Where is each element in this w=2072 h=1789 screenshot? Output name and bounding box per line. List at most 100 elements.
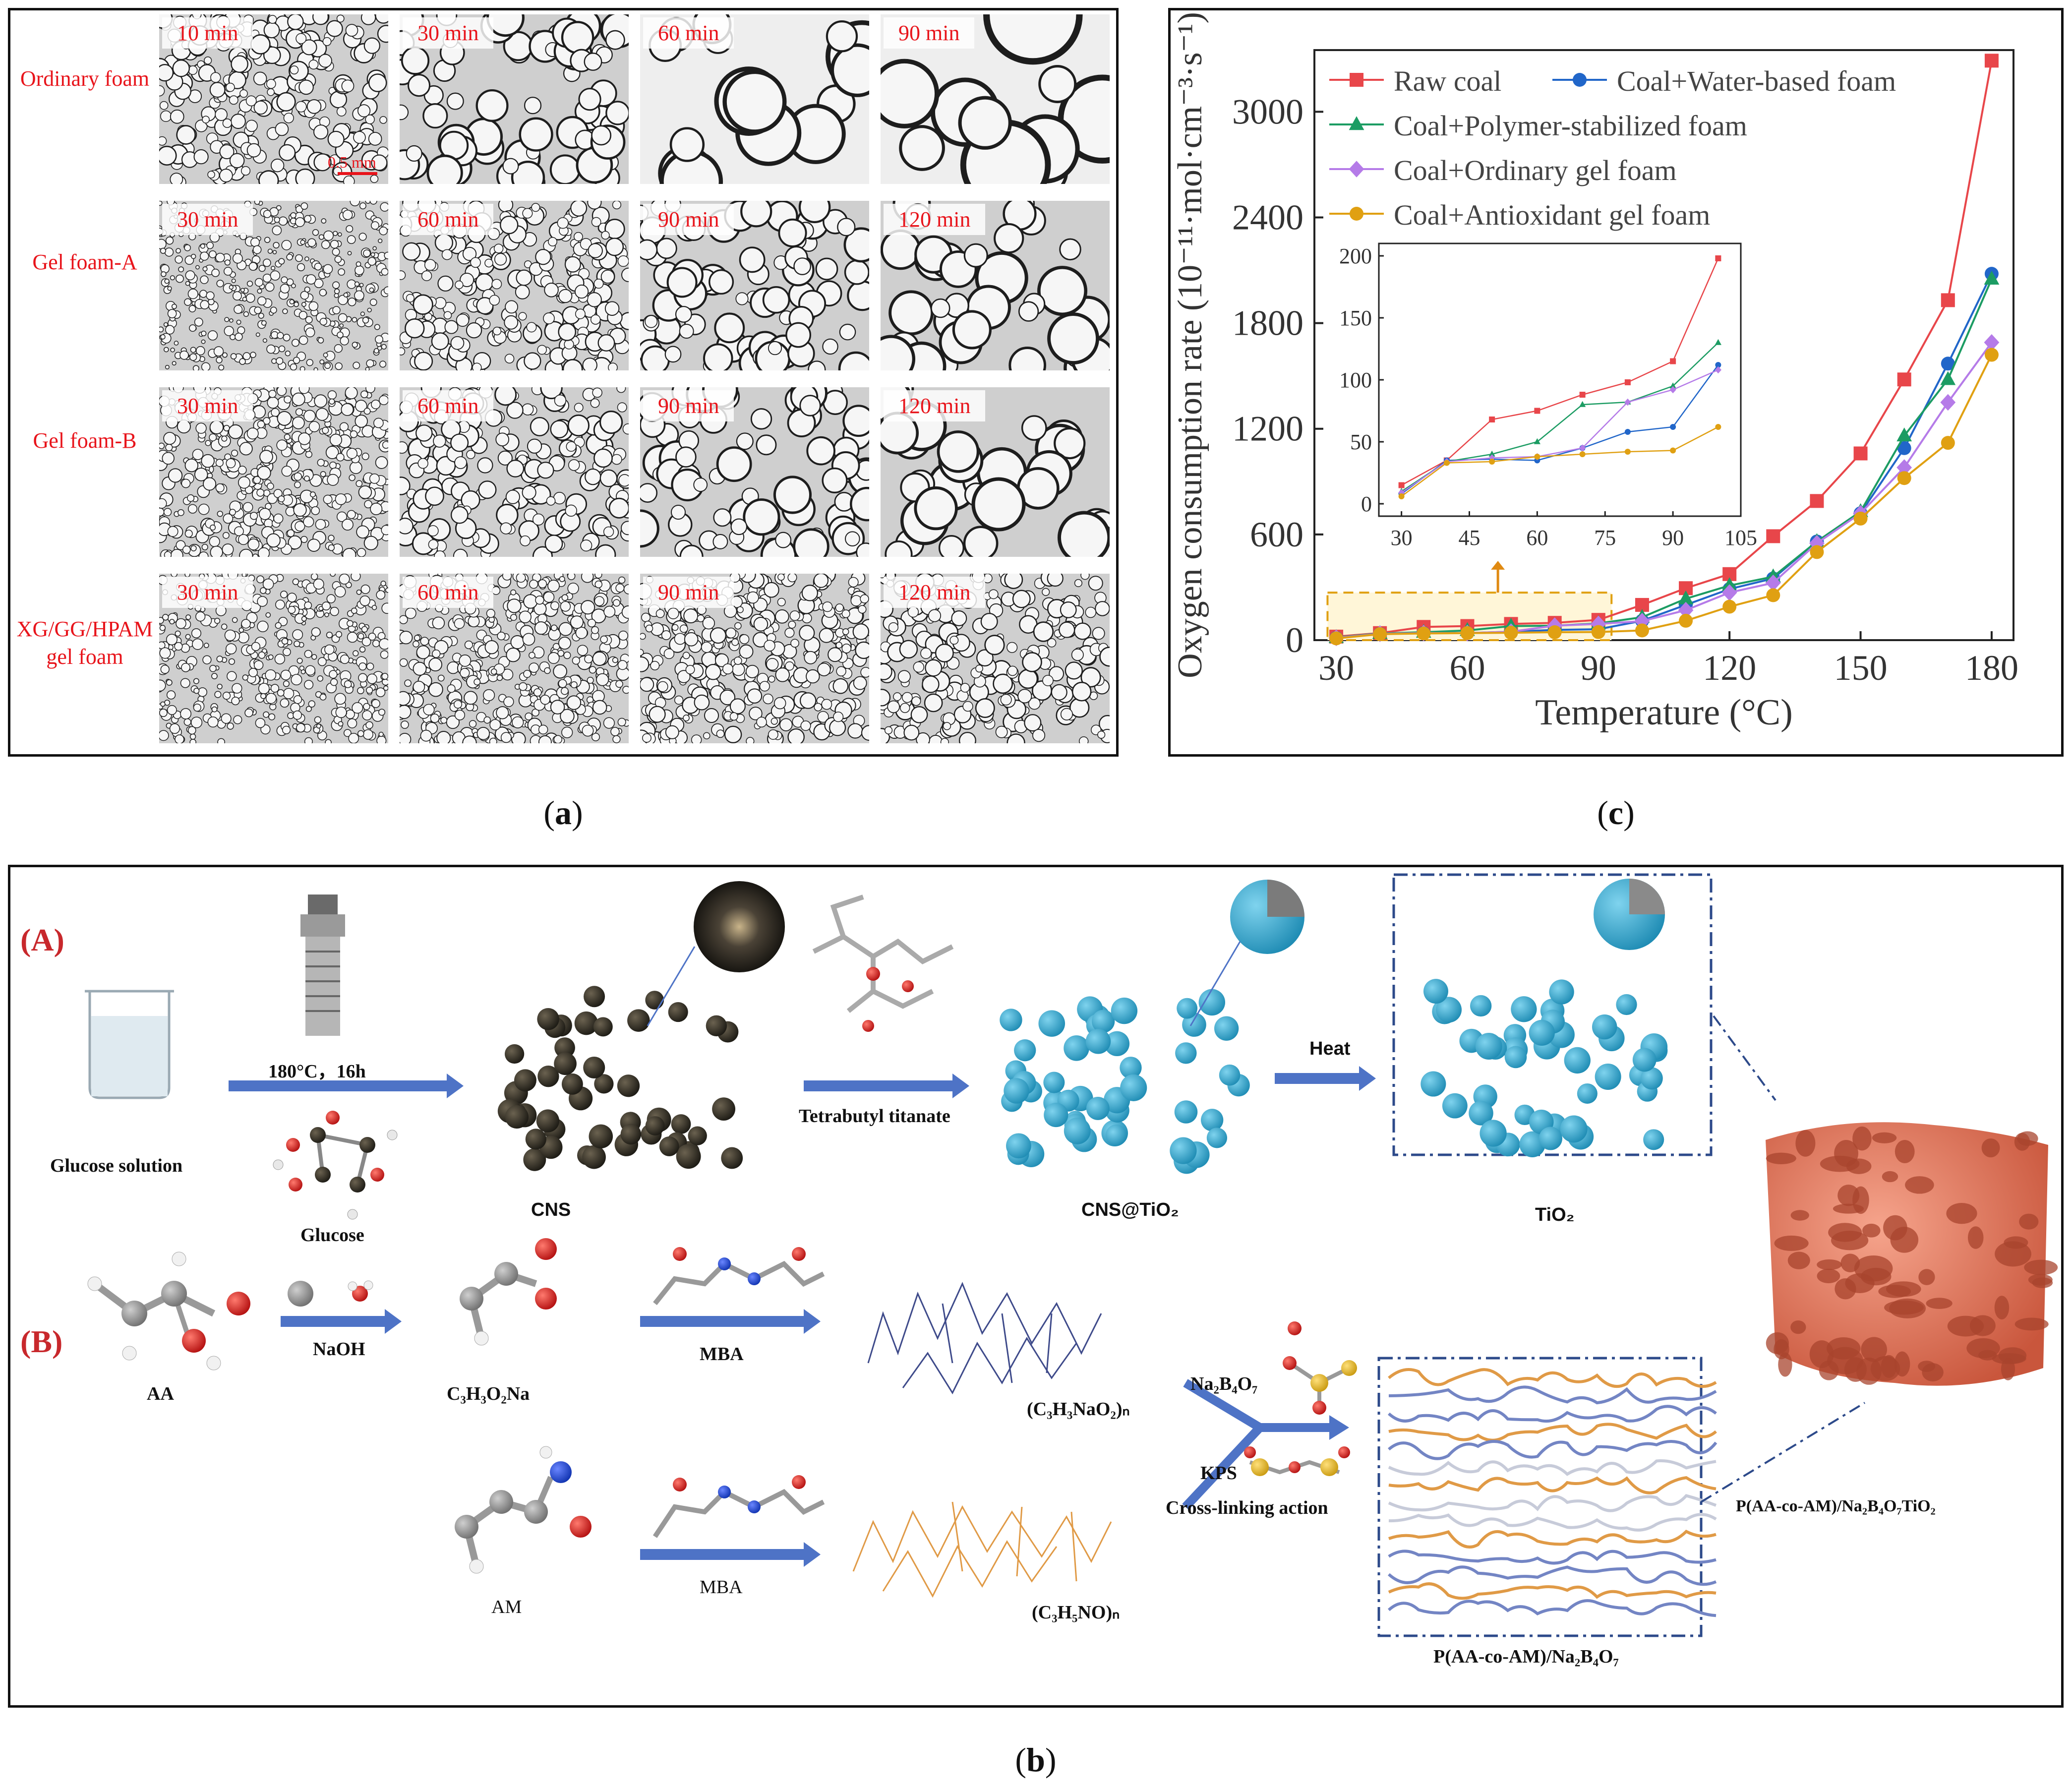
particle	[1469, 1101, 1493, 1126]
particle	[1014, 1039, 1036, 1062]
particle	[1632, 1048, 1657, 1072]
foam-pore	[1878, 1285, 1911, 1298]
arrow-polymerize-1	[640, 1309, 821, 1334]
particle	[1085, 1029, 1111, 1054]
row-label: Gel foam-A	[32, 250, 137, 274]
inset-series-line	[1401, 426, 1718, 497]
foam-pore	[1766, 1332, 1789, 1355]
particle	[1442, 1093, 1468, 1119]
panel-c-oxygen-chart: 30 60 90 120 150 180 0 600 1200 1800 2400 3000 Tempe…	[1168, 8, 2064, 757]
time-tag: 30 min	[162, 204, 253, 235]
data-point	[1547, 625, 1562, 640]
mba-molecule-icon-2	[652, 1475, 825, 1538]
composite-foam-block-icon	[1766, 1122, 2058, 1386]
foam-pore	[1852, 1186, 1869, 1214]
tio2-particle-cluster	[1421, 979, 1668, 1158]
data-point	[1350, 73, 1363, 87]
inset-x-tick-label: 30	[1391, 526, 1413, 550]
row-label: Ordinary foam	[20, 66, 150, 91]
foam-pore	[2028, 1274, 2053, 1286]
gel-label: P(AA-co-AM)/Na₂B₄O₇	[1433, 1646, 1619, 1667]
legend-label: Coal+Antioxidant gel foam	[1394, 199, 1710, 231]
panel-b-synthesis-schematic: (A) (B)	[8, 865, 2064, 1708]
data-point	[1810, 545, 1824, 559]
particle	[1421, 1071, 1446, 1097]
foam-pore	[1981, 1138, 2000, 1158]
inset-y-tick-label: 0	[1361, 492, 1372, 516]
inset-y-tick-label: 50	[1350, 430, 1372, 454]
particle	[671, 1114, 691, 1134]
particle	[1504, 1046, 1527, 1069]
gel-fiber	[1387, 1565, 1717, 1586]
series-4	[1329, 348, 1999, 646]
time-tag: 60 min	[403, 577, 494, 608]
foam-pore	[1946, 1203, 1977, 1224]
foam-pore	[1852, 1126, 1872, 1151]
particle	[1640, 1067, 1663, 1090]
particle	[536, 1109, 560, 1133]
particle	[593, 1017, 613, 1037]
data-point	[1350, 207, 1363, 221]
data-point	[1678, 590, 1694, 604]
data-point	[1489, 459, 1495, 465]
foam-pore	[2004, 1236, 2028, 1249]
micrograph-tile: 10 min 0.5 mm	[159, 14, 388, 184]
row-label: Gel foam-B	[33, 428, 137, 453]
scale-bar-label: 0.5 mm	[328, 153, 376, 171]
micrograph-tile: 30 min	[159, 574, 388, 743]
data-point	[1443, 460, 1450, 466]
particle	[1174, 1100, 1198, 1124]
gel-fiber	[1388, 1550, 1717, 1565]
particle	[1000, 1009, 1022, 1031]
caption-c: (c)	[1597, 794, 1635, 832]
acrylic-acid-molecule-icon	[87, 1252, 250, 1371]
series-line	[1336, 60, 1993, 638]
hollow-sphere-zoom	[1594, 879, 1665, 950]
series-line	[1336, 278, 1993, 639]
foam-pore	[1894, 1351, 1910, 1377]
caption-b: (b)	[1015, 1741, 1057, 1779]
y-axis-label: Oxygen consumption rate (10⁻¹¹·mol·cm⁻³·…	[1171, 12, 1209, 678]
particle	[1104, 1031, 1130, 1057]
foam-pore	[1862, 1223, 1881, 1238]
mba-label-1: MBA	[700, 1344, 744, 1365]
micrograph-tile: 30 min	[159, 387, 388, 557]
water-molecule-icon	[348, 1280, 373, 1302]
foam-pore	[2024, 1259, 2058, 1275]
particle	[1170, 1137, 1197, 1164]
data-point	[1398, 489, 1405, 496]
foam-pore	[1967, 1226, 1984, 1249]
particle	[594, 1074, 614, 1094]
data-point	[1810, 494, 1824, 508]
data-point	[1398, 493, 1405, 499]
gel-network-dashed-box	[1377, 1357, 1703, 1637]
row-label: XG/GG/HPAM gel foam	[16, 617, 153, 669]
particle	[1564, 1047, 1591, 1074]
data-point	[1766, 529, 1780, 543]
particle	[1511, 996, 1537, 1022]
particle	[645, 1116, 665, 1135]
data-point	[1504, 626, 1518, 640]
foam-pore	[1778, 1352, 1792, 1377]
x-tick-label: 60	[1449, 648, 1485, 688]
particle	[1120, 1057, 1142, 1079]
micrograph-tile: 120 min	[881, 201, 1110, 370]
foam-pore	[1926, 1298, 1953, 1309]
gel-fiber	[1387, 1405, 1717, 1423]
data-point	[1573, 73, 1587, 87]
foam-pore	[1994, 1296, 2010, 1319]
data-point	[1984, 334, 2000, 351]
time-tag: 90 min	[643, 390, 734, 421]
connector-line-bottom	[1700, 1402, 1866, 1503]
particle	[1519, 1131, 1545, 1158]
particle	[1043, 1072, 1065, 1093]
data-point	[1896, 459, 1912, 476]
data-point	[1715, 362, 1721, 368]
data-point	[1579, 392, 1586, 398]
data-point	[1534, 454, 1540, 460]
tetrabutyl-titanate-label: Tetrabutyl titanate	[799, 1106, 950, 1127]
particle	[1004, 1078, 1029, 1104]
micrograph-tile: 90 min	[640, 574, 869, 743]
micrograph-tile: 60 min	[640, 14, 869, 184]
scale-bar	[338, 172, 377, 175]
